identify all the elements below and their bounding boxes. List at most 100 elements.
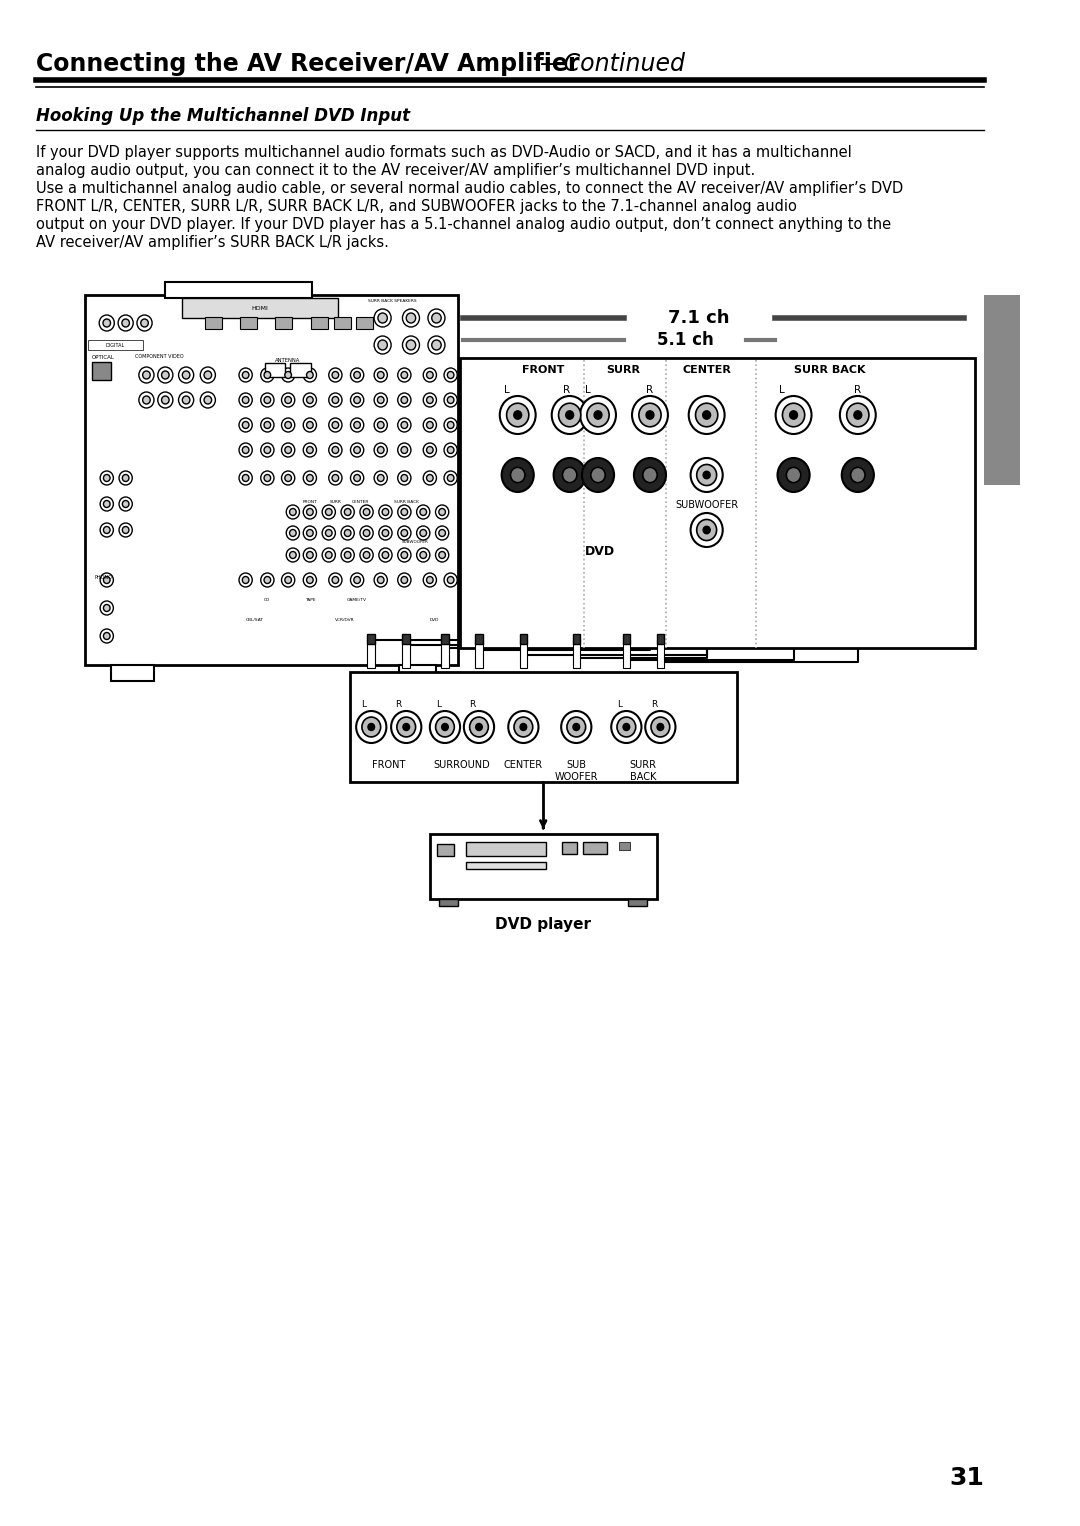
Bar: [519, 633, 527, 644]
Bar: [399, 665, 436, 681]
Circle shape: [417, 526, 430, 540]
Circle shape: [382, 508, 389, 516]
Text: L: L: [780, 385, 785, 395]
Circle shape: [463, 711, 494, 743]
Circle shape: [432, 340, 442, 349]
Circle shape: [104, 632, 110, 639]
Bar: [984, 295, 1021, 485]
Text: —Continued: —Continued: [540, 52, 686, 76]
Circle shape: [643, 467, 658, 482]
Bar: [92, 362, 110, 380]
Circle shape: [307, 371, 313, 378]
Circle shape: [645, 711, 675, 743]
Circle shape: [119, 472, 132, 485]
Bar: [437, 844, 455, 856]
Bar: [87, 340, 143, 349]
Circle shape: [786, 467, 800, 482]
Circle shape: [178, 392, 193, 407]
Circle shape: [307, 508, 313, 516]
Circle shape: [420, 551, 427, 559]
Circle shape: [289, 530, 296, 537]
Circle shape: [239, 418, 253, 432]
Circle shape: [100, 601, 113, 615]
Circle shape: [778, 458, 810, 491]
Circle shape: [119, 497, 132, 511]
Circle shape: [354, 397, 361, 403]
Circle shape: [397, 472, 411, 485]
Circle shape: [328, 368, 342, 382]
Circle shape: [397, 505, 411, 519]
Circle shape: [264, 397, 271, 403]
Circle shape: [122, 526, 129, 534]
Circle shape: [104, 577, 110, 583]
Circle shape: [374, 368, 388, 382]
Circle shape: [264, 577, 271, 583]
Circle shape: [417, 548, 430, 562]
Circle shape: [325, 530, 332, 537]
Text: SUBWOOFER: SUBWOOFER: [675, 501, 739, 510]
Circle shape: [242, 447, 248, 453]
Circle shape: [345, 530, 351, 537]
Circle shape: [401, 447, 407, 453]
Text: AV receiver/AV amplifier’s SURR BACK L/R jacks.: AV receiver/AV amplifier’s SURR BACK L/R…: [36, 235, 389, 250]
Bar: [111, 665, 154, 681]
Text: SURR: SURR: [329, 501, 341, 504]
Circle shape: [840, 397, 876, 433]
Bar: [240, 317, 257, 330]
Circle shape: [377, 577, 384, 583]
Circle shape: [239, 394, 253, 407]
Circle shape: [374, 443, 388, 456]
Text: TAPE: TAPE: [305, 598, 315, 601]
Bar: [475, 639, 483, 668]
Circle shape: [242, 421, 248, 429]
Circle shape: [100, 523, 113, 537]
Circle shape: [397, 548, 411, 562]
Circle shape: [594, 410, 602, 420]
Circle shape: [351, 443, 364, 456]
Bar: [265, 363, 285, 377]
Text: VCR/DVR: VCR/DVR: [336, 618, 355, 623]
Circle shape: [328, 572, 342, 588]
Circle shape: [341, 526, 354, 540]
Circle shape: [554, 458, 585, 491]
Circle shape: [401, 508, 407, 516]
Circle shape: [303, 418, 316, 432]
Text: SUB
WOOFER: SUB WOOFER: [554, 760, 598, 781]
Circle shape: [139, 366, 154, 383]
Circle shape: [854, 410, 862, 420]
Circle shape: [303, 572, 316, 588]
Circle shape: [427, 397, 433, 403]
Circle shape: [651, 717, 670, 737]
Circle shape: [239, 368, 253, 382]
Circle shape: [374, 572, 388, 588]
Text: CD: CD: [265, 598, 270, 601]
Bar: [572, 633, 580, 644]
Circle shape: [242, 397, 248, 403]
Circle shape: [775, 397, 811, 433]
Circle shape: [264, 421, 271, 429]
Bar: [442, 639, 449, 668]
Text: PHONO: PHONO: [94, 575, 112, 580]
Circle shape: [470, 717, 488, 737]
Text: L: L: [436, 699, 441, 708]
Bar: [430, 835, 657, 899]
Circle shape: [260, 443, 274, 456]
Circle shape: [632, 397, 667, 433]
Circle shape: [103, 319, 110, 327]
Circle shape: [444, 368, 457, 382]
Text: L: L: [361, 699, 366, 708]
Text: CBL/SAT: CBL/SAT: [245, 618, 264, 623]
Circle shape: [351, 472, 364, 485]
Circle shape: [286, 526, 299, 540]
Circle shape: [403, 336, 419, 354]
Circle shape: [140, 319, 148, 327]
Circle shape: [162, 397, 170, 404]
Text: L: L: [584, 385, 591, 395]
Text: CENTER: CENTER: [352, 501, 369, 504]
Circle shape: [401, 577, 407, 583]
Circle shape: [122, 475, 129, 482]
Circle shape: [360, 526, 374, 540]
Circle shape: [447, 475, 454, 482]
Circle shape: [282, 443, 295, 456]
Circle shape: [396, 717, 416, 737]
